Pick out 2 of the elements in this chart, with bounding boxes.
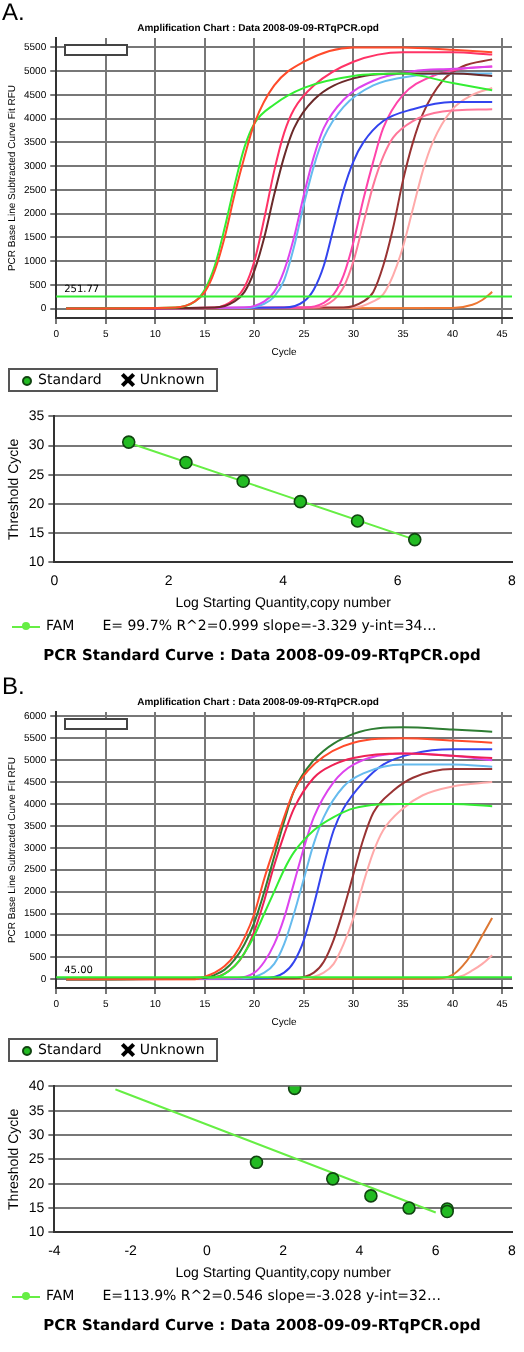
text: A. (2, 0, 25, 26)
text: B. (2, 672, 25, 700)
